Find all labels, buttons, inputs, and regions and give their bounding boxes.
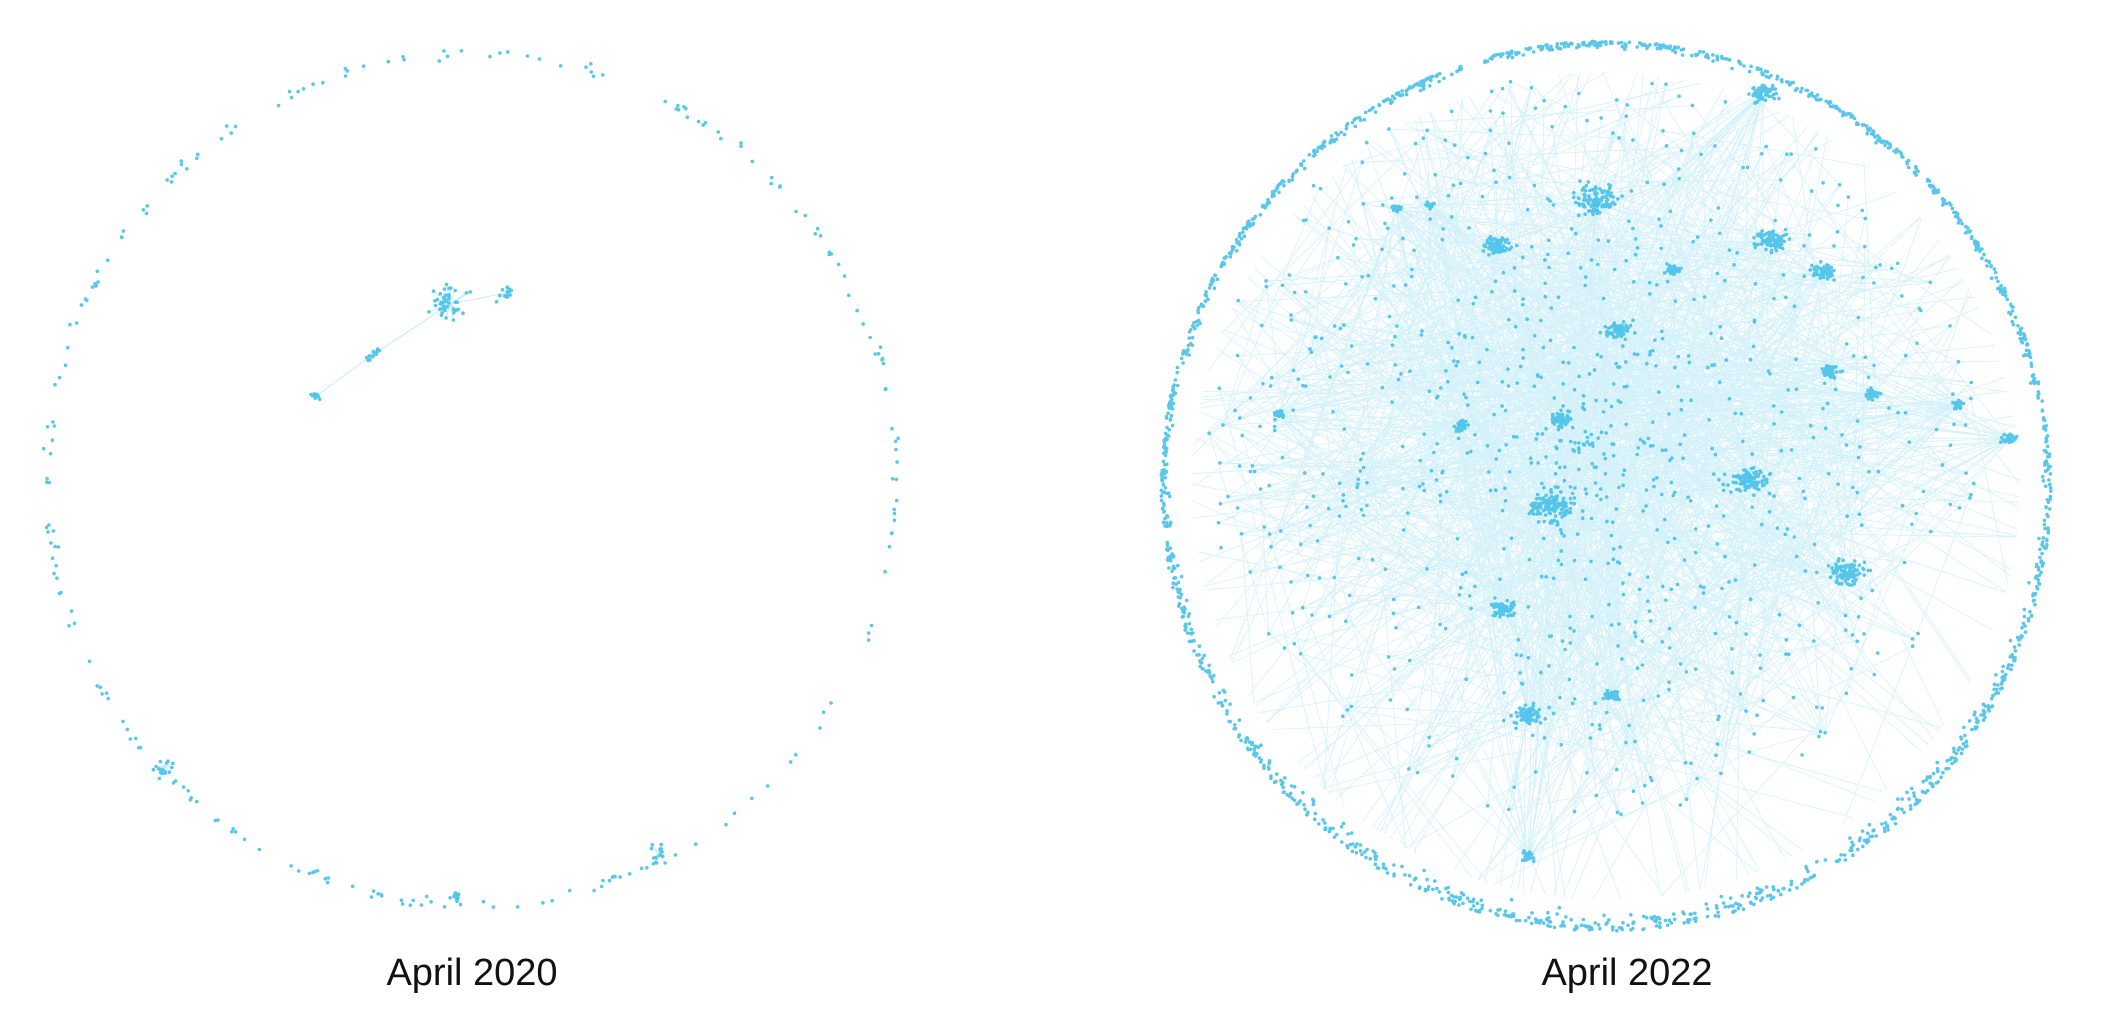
edges xyxy=(155,284,666,905)
panel-caption: April 2022 xyxy=(1541,952,1712,994)
panel-caption: April 2020 xyxy=(386,952,557,994)
nodes xyxy=(41,48,900,909)
network-2022 xyxy=(1159,39,2053,933)
network-2020 xyxy=(41,48,900,909)
